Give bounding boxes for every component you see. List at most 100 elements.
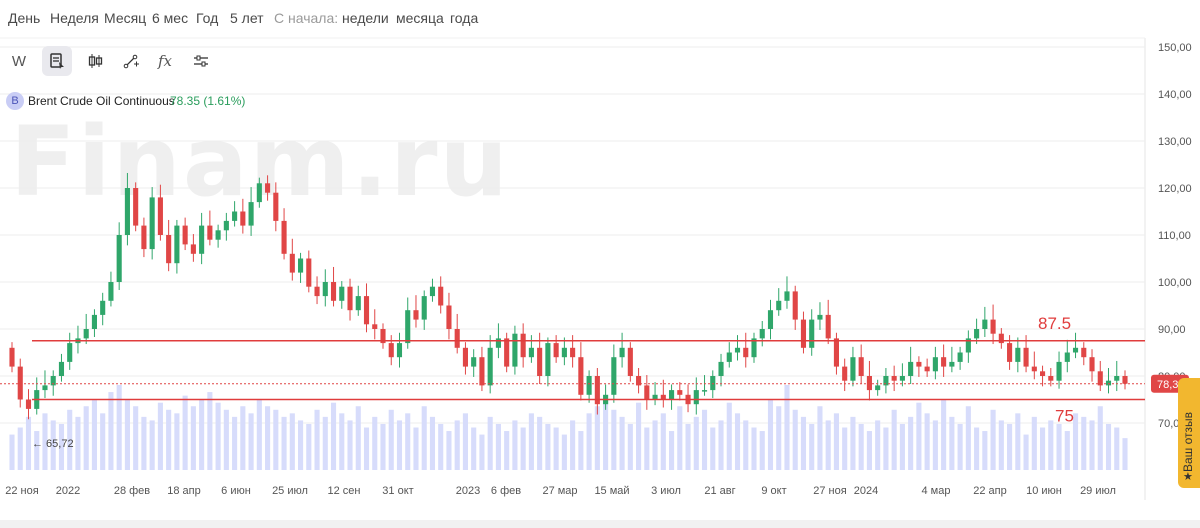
candle-body [388, 343, 394, 358]
volume-bar [199, 399, 205, 470]
volume-bar [166, 409, 172, 470]
candle-body [833, 338, 840, 367]
candle-body [42, 385, 48, 391]
candle-body [520, 333, 526, 358]
instrument-badge: B [6, 92, 24, 110]
volume-bar [965, 406, 971, 470]
x-tick-label: 3 июл [651, 485, 681, 497]
indicator-fx-icon[interactable]: fx [150, 46, 180, 76]
candle-body [957, 352, 963, 362]
volume-bar [677, 406, 683, 470]
candle-body [322, 282, 328, 297]
interval-button[interactable]: W [4, 46, 34, 76]
period-6-months[interactable]: 6 мес [152, 10, 189, 26]
volume-bar [91, 399, 98, 470]
candle-body [1081, 347, 1087, 358]
candle-body [248, 202, 254, 226]
volume-bar [372, 416, 378, 470]
candle-body [941, 357, 947, 367]
candle-body [363, 296, 370, 325]
volume-bar [685, 423, 691, 470]
since-week[interactable]: недели [342, 10, 389, 26]
x-tick-label: 21 авг [704, 485, 735, 497]
candle-body [627, 347, 633, 376]
candle-body [726, 352, 732, 362]
volume-bar [438, 423, 444, 470]
volume-bar [17, 427, 23, 470]
x-tick-label: 15 май [594, 485, 629, 497]
feedback-label: Ваш отзыв [1181, 411, 1195, 472]
candle-body [1007, 343, 1013, 362]
candle-body [545, 343, 551, 376]
volume-bar [1089, 420, 1095, 470]
cursor-select-icon[interactable] [42, 46, 72, 76]
interval-label: W [11, 52, 27, 70]
volume-bar [256, 399, 262, 470]
volume-bar [850, 416, 856, 470]
volume-bar [1048, 420, 1054, 470]
candle-body [454, 329, 460, 348]
period-year[interactable]: Год [196, 10, 219, 26]
candle-body [297, 258, 304, 273]
volume-bar [537, 416, 543, 470]
volume-bar [825, 420, 831, 470]
x-tick-label: 27 мар [542, 485, 577, 497]
candlestick-icon[interactable] [80, 46, 110, 76]
candle-body [908, 361, 914, 376]
volume-bar [314, 409, 320, 470]
volume-bar [998, 420, 1004, 470]
volume-bar [833, 413, 840, 470]
volume-bar [182, 395, 188, 470]
x-tick-label: 9 окт [761, 485, 786, 497]
candle-body [446, 305, 452, 329]
volume-bar [1105, 423, 1112, 470]
period-5-years[interactable]: 5 лет [230, 10, 264, 26]
volume-bar [347, 420, 353, 470]
volume-bar [405, 413, 411, 470]
volume-bar [891, 409, 897, 470]
volume-bar [1015, 413, 1021, 470]
candle-body [421, 296, 427, 320]
y-tick-label: 110,00 [1158, 230, 1191, 242]
candle-body [405, 310, 411, 344]
volume-bar [586, 413, 592, 470]
candle-body [240, 211, 246, 226]
volume-bar [50, 420, 56, 470]
period-month[interactable]: Месяц [104, 10, 147, 26]
drawing-icon[interactable] [116, 46, 146, 76]
period-day[interactable]: День [8, 10, 41, 26]
volume-bar [570, 420, 576, 470]
candle-body [330, 282, 337, 301]
candle-body [710, 376, 716, 391]
volume-bar [800, 416, 807, 470]
volume-bar [355, 406, 361, 470]
candle-body [668, 390, 675, 400]
candle-body [487, 347, 493, 386]
candle-body [842, 366, 848, 381]
level-label: 75 [1055, 407, 1074, 426]
volume-bar [363, 427, 370, 470]
since-month[interactable]: месяца [396, 10, 444, 26]
level-label: 87.5 [1038, 314, 1071, 333]
volume-bar [479, 434, 485, 470]
candle-body [1031, 366, 1037, 372]
instrument-name[interactable]: Brent Crude Oil Continuous [28, 94, 175, 108]
candle-body [718, 361, 724, 376]
since-year[interactable]: года [450, 10, 479, 26]
volume-bar [281, 416, 287, 470]
volume-bar [957, 423, 963, 470]
star-icon: ★ [1183, 471, 1193, 483]
volume-bar [990, 409, 996, 470]
feedback-button[interactable]: ★ Ваш отзыв [1178, 378, 1200, 488]
volume-bar [636, 402, 642, 470]
volume-bar [908, 416, 914, 470]
settings-sliders-icon[interactable] [186, 46, 216, 76]
candle-body [644, 385, 650, 400]
candle-body [561, 347, 567, 358]
volume-bar [809, 423, 815, 470]
x-tick-label: 6 фев [491, 485, 521, 497]
candle-body [660, 394, 666, 400]
candle-body [495, 338, 501, 348]
period-week[interactable]: Неделя [50, 10, 99, 26]
